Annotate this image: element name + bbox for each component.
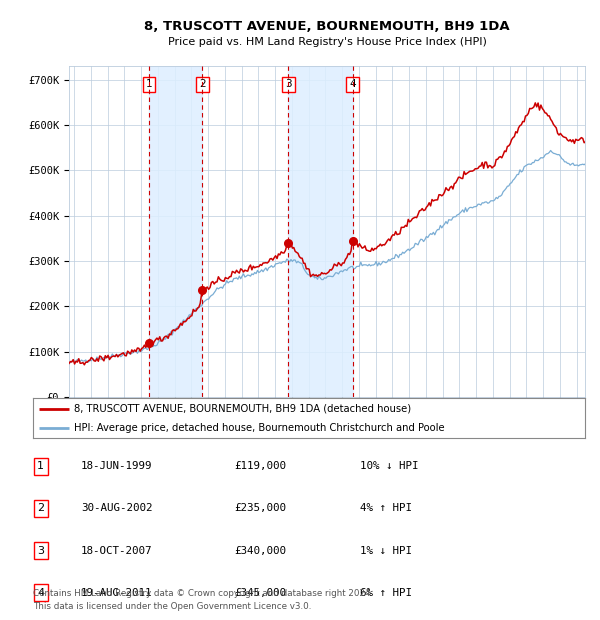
Text: 18-OCT-2007: 18-OCT-2007 <box>81 546 152 556</box>
Text: 1: 1 <box>145 79 152 89</box>
Text: 4: 4 <box>349 79 356 89</box>
Text: Price paid vs. HM Land Registry's House Price Index (HPI): Price paid vs. HM Land Registry's House … <box>167 37 487 46</box>
Text: 30-AUG-2002: 30-AUG-2002 <box>81 503 152 513</box>
Text: £119,000: £119,000 <box>234 461 286 471</box>
Text: 4: 4 <box>37 588 44 598</box>
Text: Contains HM Land Registry data © Crown copyright and database right 2024.: Contains HM Land Registry data © Crown c… <box>33 590 373 598</box>
Text: 3: 3 <box>37 546 44 556</box>
Text: 6% ↑ HPI: 6% ↑ HPI <box>360 588 412 598</box>
Text: 10% ↓ HPI: 10% ↓ HPI <box>360 461 419 471</box>
Text: HPI: Average price, detached house, Bournemouth Christchurch and Poole: HPI: Average price, detached house, Bour… <box>74 423 445 433</box>
Text: 18-JUN-1999: 18-JUN-1999 <box>81 461 152 471</box>
Text: £235,000: £235,000 <box>234 503 286 513</box>
Bar <box>149 66 202 397</box>
Text: 19-AUG-2011: 19-AUG-2011 <box>81 588 152 598</box>
Text: 2: 2 <box>199 79 206 89</box>
Text: 2: 2 <box>37 503 44 513</box>
Text: 8, TRUSCOTT AVENUE, BOURNEMOUTH, BH9 1DA (detached house): 8, TRUSCOTT AVENUE, BOURNEMOUTH, BH9 1DA… <box>74 404 412 414</box>
Text: £345,000: £345,000 <box>234 588 286 598</box>
Text: 3: 3 <box>285 79 292 89</box>
Text: £340,000: £340,000 <box>234 546 286 556</box>
Text: 4% ↑ HPI: 4% ↑ HPI <box>360 503 412 513</box>
Text: 1% ↓ HPI: 1% ↓ HPI <box>360 546 412 556</box>
Text: 1: 1 <box>37 461 44 471</box>
Bar <box>289 66 353 397</box>
Text: This data is licensed under the Open Government Licence v3.0.: This data is licensed under the Open Gov… <box>33 602 311 611</box>
Text: 8, TRUSCOTT AVENUE, BOURNEMOUTH, BH9 1DA: 8, TRUSCOTT AVENUE, BOURNEMOUTH, BH9 1DA <box>144 20 510 32</box>
